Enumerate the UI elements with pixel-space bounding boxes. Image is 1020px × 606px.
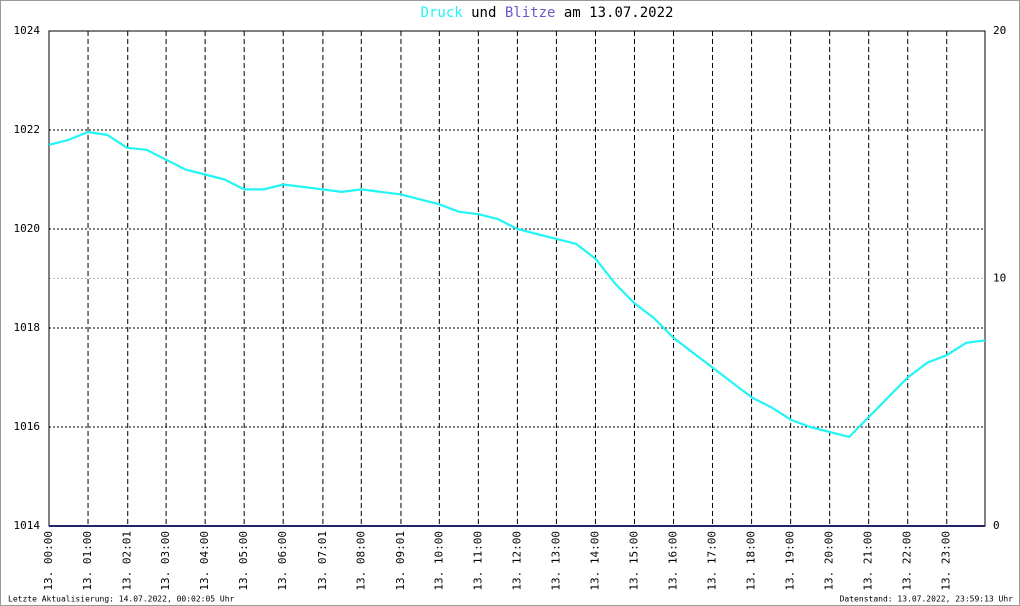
y2-tick-label: 20 — [993, 24, 1006, 37]
x-tick-label: 13. 12:00 — [510, 531, 523, 591]
y-tick-label: 1018 — [14, 321, 41, 334]
y2-tick-label: 10 — [993, 272, 1006, 285]
x-tick-label: 13. 20:00 — [823, 531, 836, 591]
x-tick-label: 13. 23:00 — [940, 531, 953, 591]
y-tick-label: 1020 — [14, 222, 41, 235]
x-tick-label: 13. 19:00 — [784, 531, 797, 591]
x-tick-label: 13. 21:00 — [862, 531, 875, 591]
x-tick-label: 13. 10:00 — [432, 531, 445, 591]
x-tick-label: 13. 11:00 — [471, 531, 484, 591]
chart-title: Druck und Blitze am 13.07.2022 — [421, 5, 674, 21]
x-tick-label: 13. 17:00 — [706, 531, 719, 591]
x-tick-label: 13. 18:00 — [745, 531, 758, 591]
y-tick-label: 1024 — [14, 24, 41, 37]
title-mid: und — [471, 5, 496, 21]
x-tick-label: 13. 03:00 — [159, 531, 172, 591]
y-tick-label: 1022 — [14, 123, 41, 136]
x-tick-label: 13. 07:01 — [316, 531, 329, 591]
x-tick-label: 13. 05:00 — [237, 531, 250, 591]
footer-right: Datenstand: 13.07.2022, 23:59:13 Uhr — [840, 595, 1014, 604]
y2-tick-label: 0 — [993, 519, 1000, 532]
x-tick-label: 13. 00:00 — [42, 531, 55, 591]
title-series-0: Druck — [421, 5, 464, 21]
x-tick-label: 13. 06:00 — [276, 531, 289, 591]
footer-left: Letzte Aktualisierung: 14.07.2022, 00:02… — [8, 595, 235, 604]
x-tick-label: 13. 09:01 — [394, 531, 407, 591]
title-series-1: Blitze — [505, 5, 556, 21]
x-tick-label: 13. 08:00 — [354, 531, 367, 591]
x-tick-label: 13. 02:01 — [121, 531, 134, 591]
x-tick-label: 13. 13:00 — [549, 531, 562, 591]
x-tick-label: 13. 04:00 — [198, 531, 211, 591]
y-tick-label: 1016 — [14, 420, 41, 433]
title-end: am 13.07.2022 — [564, 5, 674, 21]
series-line — [48, 130, 986, 438]
x-tick-label: 13. 16:00 — [667, 531, 680, 591]
x-tick-label: 13. 14:00 — [588, 531, 601, 591]
x-tick-label: 13. 22:00 — [901, 531, 914, 591]
x-tick-label: 13. 15:00 — [627, 531, 640, 591]
y-tick-label: 1014 — [14, 519, 41, 532]
x-tick-label: 13. 01:00 — [81, 531, 94, 591]
